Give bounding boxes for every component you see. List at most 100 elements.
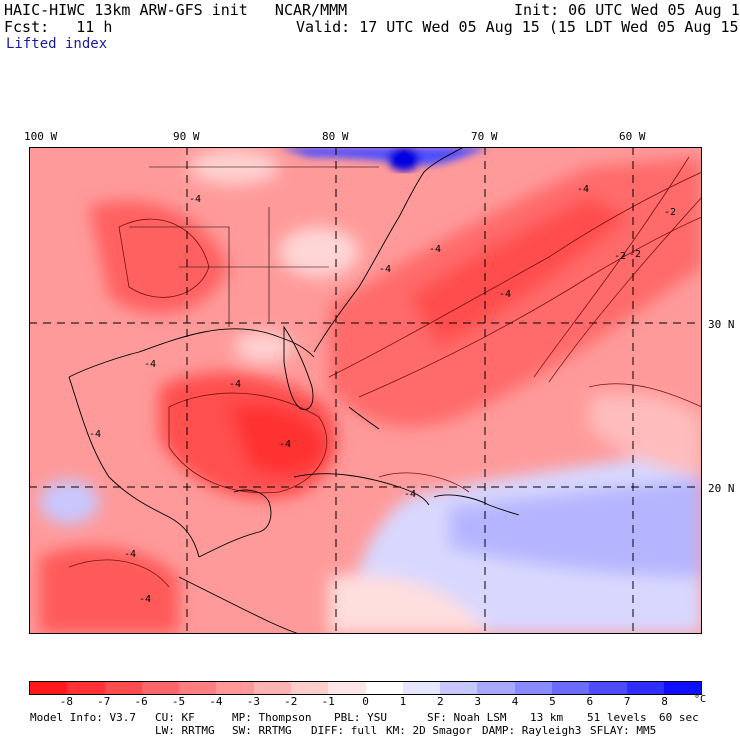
colorbar-swatch: [365, 682, 403, 694]
colorbar-tick-label: 0: [362, 695, 369, 708]
lat-label-30n: 30 N: [708, 318, 735, 331]
graticule: [29, 147, 702, 634]
colorbar-swatch: [440, 682, 478, 694]
map-frame: [29, 147, 702, 634]
colorbar-tick-label: -3: [246, 695, 260, 708]
contour-label: -4: [404, 489, 416, 500]
colorbar-swatch: [253, 682, 291, 694]
colorbar-swatch: [402, 682, 441, 694]
colorbar-swatch: [104, 682, 142, 694]
coast-cuba: [293, 473, 430, 506]
footer-lw: LW: RRTMG: [155, 724, 215, 737]
colorbar-tick-label: -6: [134, 695, 148, 708]
footer-timestep: 60 sec: [659, 711, 699, 724]
colorbar-tick-label: 2: [436, 695, 444, 708]
colorbar-tick-label: 3: [474, 695, 481, 708]
colorbar-tick-label: -5: [171, 695, 186, 708]
lon-label-90w: 90 W: [173, 130, 200, 143]
footer-sflay: SFLAY: MM5: [590, 724, 657, 737]
lat-label-20n: 20 N: [708, 482, 735, 495]
li-light-carolinas: [279, 227, 359, 277]
footer-km: KM: 2D Smagor: [386, 724, 473, 737]
colorbar-swatch: [551, 682, 590, 694]
colorbar-tick-label: -8: [59, 695, 73, 708]
li-caribbean-deeper: [449, 477, 702, 577]
footer-levels: 51 levels: [587, 711, 647, 724]
colorbar-tick-label: 4: [511, 695, 519, 708]
lifted-index-map: -4 -4 -2 -2 -4 -2 -4 -4 -4 -4 -4 -4 -4 -…: [29, 147, 702, 634]
footer-diff: DIFF: full: [311, 724, 378, 737]
footer-damp: DAMP: Rayleigh3: [482, 724, 582, 737]
colorbar-swatch: [663, 682, 702, 694]
li-light-florida: [234, 331, 294, 363]
contour-label: -4: [279, 439, 291, 450]
coast-hispaniola: [433, 494, 520, 516]
li-mexico: [39, 546, 179, 634]
contour-label: -4: [139, 594, 151, 605]
colorbar-tick-label: 8: [661, 695, 668, 708]
li-atlantic-core: [409, 197, 629, 347]
colorbar-tick-label: 1: [399, 695, 407, 708]
colorbar-swatch: [141, 682, 180, 694]
contour-label: -4: [144, 359, 156, 370]
contour-label: -4: [189, 194, 201, 205]
model-title: HAIC-HIWC 13km ARW-GFS init NCAR/MMM: [4, 1, 348, 19]
li-central-us: [89, 200, 229, 314]
forecast-hour: Fcst: 11 h: [4, 18, 113, 36]
colorbar-swatch: [30, 682, 68, 694]
colorbar-swatch: [589, 682, 627, 694]
colorbar-swatch: [626, 682, 664, 694]
valid-time: Valid: 17 UTC Wed 05 Aug 15 (15 LDT Wed …: [296, 18, 740, 36]
coast-central-america: [178, 576, 300, 634]
contour-label: -4: [89, 429, 101, 440]
contour-label: -4: [499, 289, 511, 300]
li-southern-pink: [329, 574, 489, 634]
contour-label: -2: [629, 249, 641, 260]
li-northeast-blue: [279, 147, 489, 166]
footer-cu: CU: KF: [155, 711, 195, 724]
coast-florida: [283, 325, 314, 410]
colorbar-swatch: [216, 682, 254, 694]
li-gulf-strong: [229, 404, 329, 476]
contour-label: -2: [614, 251, 626, 262]
contour-label: -4: [577, 184, 589, 195]
colorbar: [29, 681, 702, 695]
coast-bahamas: [348, 406, 380, 430]
lon-label-80w: 80 W: [322, 130, 349, 143]
colorbar-tick-label: 7: [623, 695, 631, 708]
coast-yucatan: [198, 489, 272, 558]
contour-label: -4: [379, 264, 391, 275]
colorbar-tick-label: -2: [284, 695, 298, 708]
footer-model-info: Model Info: V3.7: [30, 711, 136, 724]
contour-label: -4: [229, 379, 241, 390]
lon-label-60w: 60 W: [619, 130, 646, 143]
coast-mexico: [68, 376, 200, 558]
li-pacific-blue: [39, 480, 99, 524]
footer-pbl: PBL: YSU: [334, 711, 387, 724]
colorbar-swatch: [290, 682, 329, 694]
footer-sw: SW: RRTMG: [232, 724, 292, 737]
colorbar-swatch: [67, 682, 105, 694]
contour-label-group: -4 -4 -2 -2 -4 -2 -4 -4 -4 -4 -4 -4 -4 -…: [89, 184, 676, 605]
colorbar-swatch: [179, 682, 217, 694]
li-contours: [68, 156, 702, 588]
contour-label: -2: [664, 207, 676, 218]
state-line-1: [129, 226, 230, 327]
colorbar-tick-label: -4: [209, 695, 223, 708]
field-name: Lifted index: [6, 36, 108, 52]
li-field-shading: [39, 149, 702, 634]
footer-sf: SF: Noah LSM: [427, 711, 507, 724]
li-northeast-blue-core: [388, 147, 420, 171]
li-east-atlantic: [589, 394, 702, 477]
colorbar-swatch: [477, 682, 515, 694]
contour-label: -4: [429, 244, 441, 255]
lon-label-100w: 100 W: [24, 130, 58, 143]
coast-atlantic-us: [313, 147, 465, 353]
lon-label-70w: 70 W: [471, 130, 498, 143]
coast-gulf-us: [68, 328, 315, 378]
footer-mp: MP: Thompson: [232, 711, 312, 724]
colorbar-tick-label: 6: [586, 695, 594, 708]
colorbar-swatch: [514, 682, 552, 694]
colorbar-swatch: [328, 682, 366, 694]
